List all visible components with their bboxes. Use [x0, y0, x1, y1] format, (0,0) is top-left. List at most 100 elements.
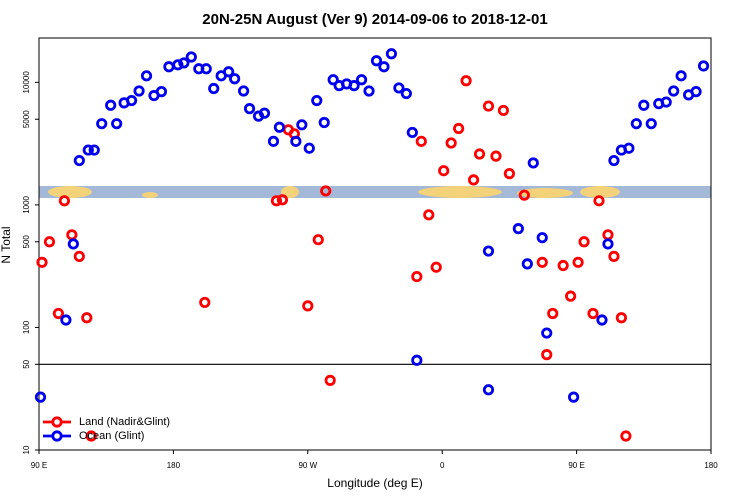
data-point — [320, 185, 332, 197]
data-point — [290, 135, 302, 147]
data-point — [363, 85, 375, 97]
legend-label: Land (Nadir&Glint) — [79, 416, 170, 428]
data-point — [660, 96, 672, 108]
data-point — [697, 60, 710, 72]
y-tick-label: 5000 — [22, 110, 31, 128]
data-point — [400, 87, 412, 100]
data-point — [473, 148, 486, 160]
data-point — [608, 154, 620, 167]
data-point — [572, 256, 584, 268]
data-point — [547, 307, 559, 320]
plot-frame — [38, 37, 712, 451]
data-point — [111, 118, 123, 130]
data-point — [638, 99, 650, 111]
data-point — [200, 63, 212, 75]
y-tick-label: 50 — [22, 359, 31, 368]
y-tick-label: 100 — [22, 320, 31, 334]
data-point — [512, 223, 524, 235]
map-band — [39, 186, 711, 198]
data-point — [133, 85, 145, 97]
data-point — [324, 374, 336, 386]
y-tick-label: 10 — [22, 445, 31, 454]
x-tick-label: 90 E — [568, 461, 584, 470]
data-point — [105, 99, 117, 111]
x-tick-label: 90 W — [298, 461, 317, 470]
x-tick-label: 180 — [167, 461, 181, 470]
data-point — [615, 312, 628, 324]
data-point — [318, 116, 330, 129]
data-point — [85, 430, 97, 442]
legend-label: Ocean (Glint) — [79, 430, 144, 442]
data-point — [467, 174, 480, 186]
data-point — [237, 85, 250, 97]
data-point — [296, 119, 308, 131]
data-point — [445, 137, 457, 149]
data-point — [60, 314, 72, 326]
data-point — [602, 229, 614, 241]
data-point — [96, 118, 108, 130]
data-point — [140, 70, 153, 82]
x-axis-label: Longitude (deg E) — [327, 476, 422, 490]
data-point — [82, 144, 94, 156]
y-tick-label: 1000 — [22, 195, 31, 213]
data-point — [303, 142, 315, 154]
data-point — [578, 236, 590, 248]
data-point — [423, 209, 435, 221]
data-point — [596, 314, 608, 326]
data-point — [527, 157, 539, 169]
data-point — [52, 307, 65, 320]
y-tick-label: 500 — [22, 235, 31, 249]
data-point — [73, 250, 85, 262]
data-point — [541, 327, 553, 339]
data-point — [608, 250, 620, 262]
data-point — [690, 86, 702, 98]
data-point — [370, 55, 383, 67]
data-point — [273, 121, 286, 133]
x-tick-label: 90 E — [31, 461, 47, 470]
data-point — [155, 86, 168, 98]
data-point — [355, 74, 368, 86]
data-point — [125, 94, 138, 107]
data-point — [482, 384, 495, 396]
data-point — [411, 354, 423, 366]
data-point — [43, 236, 56, 248]
data-point — [73, 154, 85, 167]
data-point — [415, 135, 427, 147]
data-point — [602, 238, 614, 250]
legend-marker — [51, 430, 63, 442]
data-point — [565, 290, 577, 302]
data-point — [258, 107, 271, 119]
data-point — [645, 118, 657, 130]
data-point — [460, 75, 472, 87]
data-point — [223, 66, 235, 78]
data-point — [66, 229, 78, 241]
data-point — [178, 57, 190, 69]
y-tick-label: 10000 — [22, 71, 31, 94]
data-point — [267, 135, 280, 147]
data-point — [568, 391, 580, 403]
data-point — [208, 82, 220, 95]
data-point — [438, 165, 450, 177]
data-point — [67, 238, 79, 250]
data-point — [270, 195, 283, 207]
data-point — [623, 142, 635, 154]
data-point — [675, 70, 687, 82]
data-point — [348, 80, 360, 92]
data-point — [58, 195, 70, 207]
data-point — [185, 51, 197, 63]
data-point — [430, 261, 442, 273]
data-point — [620, 430, 632, 442]
data-point — [81, 312, 93, 324]
x-tick-label: 180 — [704, 461, 718, 470]
x-tick-label: 0 — [440, 461, 445, 470]
data-point — [497, 104, 510, 117]
data-point — [411, 270, 423, 283]
y-axis-label: N Total — [0, 226, 13, 263]
data-point — [34, 391, 47, 403]
data-point — [406, 126, 418, 139]
data-point — [393, 82, 405, 94]
data-point — [199, 296, 211, 309]
data-point — [378, 61, 390, 73]
data-point — [536, 256, 548, 268]
